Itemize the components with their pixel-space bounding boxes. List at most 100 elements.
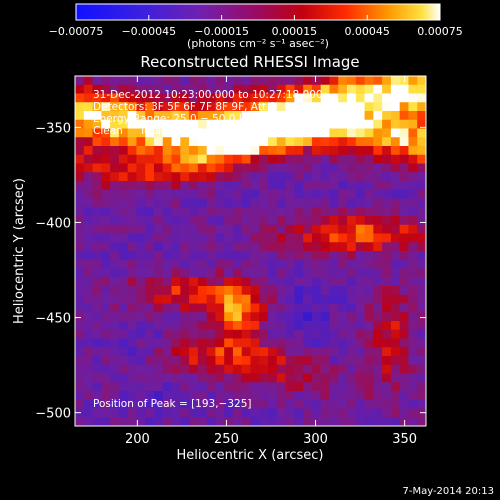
- heatmap-cell: [320, 303, 331, 313]
- heatmap-cell: [118, 189, 129, 200]
- heatmap-cell: [390, 119, 401, 130]
- heatmap-cell: [92, 356, 102, 366]
- heatmap-cell: [180, 137, 190, 147]
- heatmap-cell: [232, 373, 243, 383]
- heatmap-cell: [408, 294, 418, 305]
- heatmap-cell: [311, 242, 322, 252]
- heatmap-cell: [110, 329, 120, 340]
- heatmap-cell: [294, 111, 304, 121]
- heatmap-cell: [180, 128, 190, 138]
- annotation-time-range: 31-Dec-2012 10:23:00.000 to 10:27:18.000: [93, 89, 323, 101]
- heatmap-cell: [347, 294, 357, 305]
- heatmap-cell: [390, 338, 401, 348]
- heatmap-cell: [180, 146, 190, 156]
- heatmap-cell: [241, 102, 252, 112]
- heatmap-cell: [101, 364, 111, 375]
- heatmap-cell: [382, 207, 392, 217]
- heatmap-cell: [232, 163, 243, 173]
- heatmap-cell: [329, 242, 339, 252]
- heatmap-cell: [241, 198, 252, 208]
- heatmap-cell: [329, 294, 339, 305]
- heatmap-cell: [347, 207, 357, 217]
- heatmap-cell: [83, 189, 94, 200]
- heatmap-cell: [206, 189, 217, 200]
- heatmap-cell: [303, 312, 313, 322]
- heatmap-cell: [145, 251, 155, 261]
- heatmap-cell: [92, 364, 102, 375]
- heatmap-cell: [417, 329, 426, 340]
- heatmap-cell: [162, 93, 173, 103]
- heatmap-cell: [276, 102, 287, 112]
- heatmap-cell: [285, 399, 295, 410]
- heatmap-cell: [382, 146, 392, 156]
- heatmap-cell: [101, 303, 111, 313]
- heatmap-cell: [136, 242, 146, 252]
- heatmap-cell: [364, 251, 374, 261]
- heatmap-cell: [250, 111, 260, 121]
- heatmap-cell: [390, 356, 401, 366]
- heatmap-cell: [355, 338, 366, 348]
- heatmap-cell: [232, 356, 243, 366]
- heatmap-cell: [83, 93, 94, 103]
- heatmap-cell: [347, 347, 357, 357]
- heatmap-cell: [110, 181, 120, 191]
- heatmap-cell: [118, 233, 129, 243]
- heatmap-cell: [83, 373, 94, 383]
- heatmap-cell: [355, 233, 366, 243]
- heatmap-cell: [101, 84, 111, 95]
- heatmap-cell: [127, 259, 138, 270]
- heatmap-cell: [347, 233, 357, 243]
- heatmap-cell: [92, 242, 102, 252]
- plot-frame: [74, 75, 427, 427]
- heatmap-cell: [75, 224, 85, 235]
- heatmap-cell: [127, 111, 138, 121]
- heatmap-cell: [382, 251, 392, 261]
- heatmap-cell: [92, 408, 102, 418]
- heatmap-cell: [215, 364, 225, 375]
- heatmap-cell: [373, 181, 383, 191]
- heatmap-cell: [303, 277, 313, 287]
- heatmap-cell: [347, 119, 357, 130]
- heatmap-cell: [347, 356, 357, 366]
- heatmap-cell: [276, 399, 287, 410]
- heatmap-cell: [206, 251, 217, 261]
- heatmap-cell: [320, 277, 331, 287]
- heatmap-cell: [373, 356, 383, 366]
- heatmap-cell: [355, 329, 366, 340]
- heatmap-cell: [373, 382, 383, 392]
- heatmap-cell: [364, 163, 374, 173]
- heatmap-cell: [382, 172, 392, 182]
- heatmap-cell: [180, 251, 190, 261]
- heatmap-cell: [259, 408, 269, 418]
- heatmap-cell: [268, 259, 278, 270]
- heatmap-cell: [197, 417, 208, 426]
- heatmap-cell: [294, 277, 304, 287]
- heatmap-cell: [338, 111, 348, 121]
- heatmap-cell: [399, 259, 410, 270]
- heatmap-cell: [417, 76, 426, 86]
- heatmap-cell: [373, 399, 383, 410]
- heatmap-cell: [118, 417, 129, 426]
- heatmap-cell: [83, 102, 94, 112]
- heatmap-cell: [75, 172, 85, 182]
- heatmap-cell: [145, 373, 155, 383]
- heatmap-cell: [311, 408, 322, 418]
- heatmap-cell: [364, 417, 374, 426]
- heatmap-cell: [145, 329, 155, 340]
- heatmap-cell: [153, 93, 164, 103]
- heatmap-cell: [153, 137, 164, 147]
- heatmap-cell: [136, 172, 146, 182]
- heatmap-cell: [241, 382, 252, 392]
- heatmap-cell: [382, 181, 392, 191]
- heatmap-cell: [75, 347, 85, 357]
- heatmap-cell: [329, 268, 339, 278]
- heatmap-cell: [215, 172, 225, 182]
- heatmap-cell: [259, 172, 269, 182]
- heatmap-cell: [206, 128, 217, 138]
- heatmap-cell: [373, 224, 383, 235]
- heatmap-cell: [390, 233, 401, 243]
- heatmap-cell: [171, 163, 181, 173]
- heatmap-cell: [303, 172, 313, 182]
- heatmap-cell: [417, 382, 426, 392]
- heatmap-cell: [215, 312, 225, 322]
